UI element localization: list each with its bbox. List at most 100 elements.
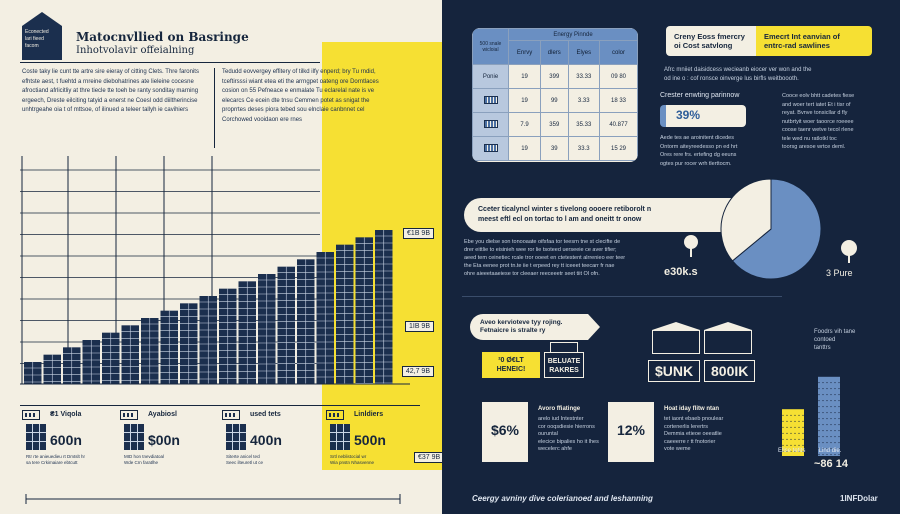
solar-panel-bar	[316, 252, 334, 384]
stat-card-text: tet iaont ebaeb pnoulear cortenerlis ler…	[664, 416, 724, 452]
cost-saving-tag: Creny Eoss fmercry oi Cost satvlong Emec…	[666, 26, 872, 56]
table-cell: 33.3	[567, 136, 600, 161]
table-header: dlers	[540, 40, 569, 65]
house-icon	[652, 330, 700, 354]
left-panel: Econected lari fieed facom Matocnvllied …	[0, 0, 442, 514]
page-subtitle: Inhotvolavir offeialning	[76, 45, 195, 56]
table-row: 19 99 3.33 18 33	[472, 88, 638, 113]
tree-icon	[684, 235, 698, 257]
comparison-bar	[782, 409, 804, 456]
solar-panel-bar	[277, 266, 295, 384]
table-row-icon	[472, 112, 509, 137]
category-note: Rtr rte anieuedieu rt Dmtslt hr sa tere …	[26, 454, 86, 465]
solar-panel-bar	[375, 230, 393, 384]
category-card: used tets 400n Siterte anicel tecl Seec …	[220, 410, 304, 468]
category-note: Siterte anicel tecl Seec ilteuretl ut ce	[226, 454, 264, 465]
house-icon	[704, 330, 752, 354]
pie-label-right: 3 Pure	[826, 268, 853, 278]
category-label: ₴1 Viqola	[50, 411, 82, 418]
table-cell: 33.33	[567, 64, 600, 89]
solar-panel-bar	[355, 237, 373, 384]
solar-panel-icon	[26, 424, 46, 450]
table-cell: 19	[507, 136, 542, 161]
table-row-icon	[472, 88, 509, 113]
double-arrow-icon	[25, 494, 401, 504]
savings-description: Afrc mniiet daisidcess wecieanb eiocer v…	[664, 67, 812, 82]
table-header: Enrvy	[507, 40, 542, 65]
table-header: color	[598, 40, 638, 65]
pie-slices	[720, 178, 822, 280]
page-title: Matocnvllied on Basringe	[76, 30, 249, 44]
tag-right-text: Emecrt Int eanvian of entrc-rad sawlines	[756, 26, 872, 56]
solar-panel-bar	[160, 310, 178, 384]
energy-table: 500 snale wicloial Energy Pinnde Enrvy d…	[472, 28, 638, 161]
divider	[20, 62, 320, 63]
intro-paragraph-right: Tedudd eovvergey effitery of tilkd ilfy …	[222, 69, 379, 123]
solar-panel-icon	[124, 424, 144, 450]
solar-panel-bars	[24, 230, 393, 384]
table-cell: 19	[507, 88, 542, 113]
solar-panel-bar	[121, 325, 139, 384]
table-cell: 3.33	[567, 88, 600, 113]
solar-panel-bar	[24, 362, 42, 384]
column-divider	[214, 68, 215, 148]
table-row: 7.9 359 35.33 40.877	[472, 112, 638, 137]
house-value-right: 800IK	[704, 360, 756, 382]
bars-note: Foodrs vih tane contoed tanttrs	[814, 329, 856, 351]
right-panel: 500 snale wicloial Energy Pinnde Enrvy d…	[442, 0, 900, 514]
solar-panel-bar	[199, 296, 217, 384]
solar-panel-bar	[63, 347, 81, 384]
solar-panel-bar	[102, 332, 120, 384]
category-value: 500n	[354, 432, 386, 448]
stat-card-text: arelo iud Intestnter cor ooqsdiesie hier…	[538, 416, 599, 452]
category-value: $00n	[148, 432, 180, 448]
bar-chart-labels: Elise tetits Lind die.	[778, 448, 842, 454]
category-card: Ayabiosl $00n MID hon tnevdiatoal Wde Cr…	[118, 410, 202, 468]
footer-caption: Ceergy avniny dive colerianoed and lesha…	[472, 494, 653, 503]
category-value: 600n	[50, 432, 82, 448]
table-cell: 39	[540, 136, 569, 161]
intro-paragraph-left: Coste taky lie cunt tte artre sire eiera…	[22, 69, 199, 113]
stat-card-title: Hoat iday flitw ntan	[664, 406, 720, 412]
table-row-label: Ponie	[472, 64, 509, 89]
divider	[20, 405, 420, 406]
pie-slice	[731, 178, 822, 280]
table-row: 19 39 33.3 15 29	[472, 136, 638, 161]
stat-card-title: Avoro ffiatinge	[538, 406, 581, 412]
solar-panel-bar	[82, 340, 100, 384]
house-value-left: $UNK	[648, 360, 701, 382]
table-cell: 09 80	[598, 64, 638, 89]
solar-panel-icon	[483, 119, 498, 128]
solar-panel-bar	[219, 288, 237, 384]
category-note: MID hon tnevdiatoal Wde Crn faratlhe	[124, 454, 165, 465]
energy-table-card: 500 snale wicloial Energy Pinnde Enrvy d…	[472, 28, 638, 162]
solar-panel-bar	[238, 281, 256, 384]
bar-chart-value: ~86 14	[814, 458, 848, 470]
footer-price-tag: €37 9B	[414, 452, 445, 463]
solar-panel-icon	[483, 95, 498, 104]
solar-panel-icon	[483, 143, 498, 152]
pie-label-left: e30k.s	[664, 266, 698, 278]
table-cell: 18 33	[598, 88, 638, 113]
table-row: Ponie 19 399 33.33 09 80	[472, 64, 638, 89]
comparison-bar-chart	[782, 376, 840, 456]
footer-brand: 1INFDolar	[840, 494, 878, 503]
house-icon-caption: Econected lari fieed facom	[22, 26, 62, 60]
divider	[462, 296, 782, 297]
table-cell: 99	[540, 88, 569, 113]
solar-panel-icon	[326, 410, 344, 420]
tick-label-top: €1B 9B	[403, 228, 434, 239]
investment-banner: Aveo kervioteve tyy rojing. Fetnaicre is…	[470, 314, 588, 340]
house-icon	[652, 322, 700, 330]
table-header: Elyes	[567, 40, 600, 65]
table-cell: 35.33	[567, 112, 600, 137]
percent-description: Aede tes ae aroinitent dicedes Ontorm ai…	[660, 135, 738, 167]
pie-slice	[720, 178, 772, 262]
category-value: 400n	[250, 432, 282, 448]
banner-description: Ebe you dielse son tonooaate oifsfaa tor…	[464, 239, 626, 277]
tag-left-text: Creny Eoss fmercry oi Cost satvlong	[666, 26, 756, 56]
percent-label: Crester enwting parinnow	[660, 92, 740, 99]
stat-card: $6%	[482, 402, 528, 462]
solar-panel-bar	[258, 274, 276, 384]
table-cell: 399	[540, 64, 569, 89]
